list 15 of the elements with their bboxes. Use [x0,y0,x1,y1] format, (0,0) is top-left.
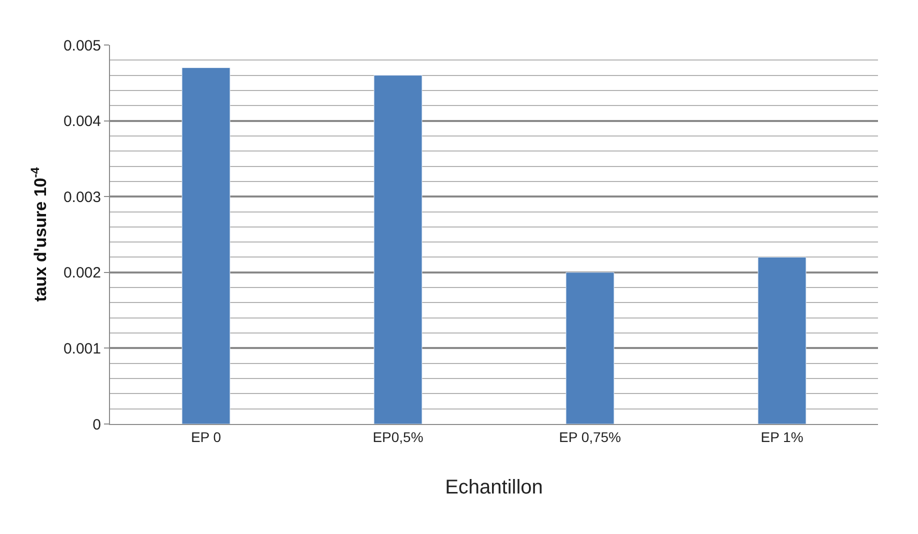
y-tick-label: 0.002 [63,264,101,282]
x-tick-label: EP 1% [760,428,804,445]
y-tick-label: 0.005 [63,37,101,54]
x-tick-label: EP 0 [190,428,222,445]
bar [374,75,422,424]
x-tick-label: EP 0,75% [558,428,622,445]
y-tick-label: 0.001 [63,340,101,358]
bar [182,67,230,424]
y-tick-label: 0 [92,416,101,434]
bar [566,272,614,424]
x-axis-title: Echantillon [445,476,543,498]
y-tick-label: 0.003 [63,188,101,206]
bar [758,256,806,424]
x-tick-label: EP0,5% [372,428,424,445]
y-tick-label: 0.004 [63,113,101,130]
